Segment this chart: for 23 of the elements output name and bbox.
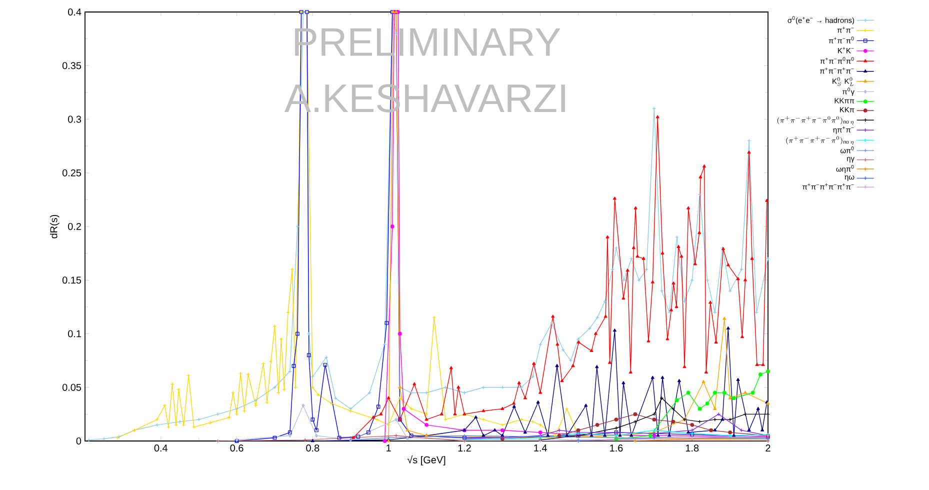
y-tick-label: 0.4 [68, 8, 82, 16]
x-tick-label: 1.8 [686, 444, 699, 452]
y-tick-label: 0.25 [62, 169, 82, 176]
x-tick-label: 1 [386, 444, 391, 452]
x-tick-label: 0.6 [230, 444, 244, 452]
y-tick-label: 0.15 [62, 276, 82, 284]
x-tick-label: 2 [766, 444, 770, 452]
x-tick-label: 0.4 [154, 444, 168, 452]
y-tick-label: 0.2 [68, 222, 81, 230]
x-axis-title: √s [GeV] [407, 455, 446, 466]
legend-label: $(\pi^{+}\pi^{-}\pi^{+}\pi^{-}\pi^{0}\pi^{0})_{\mathrm{no}\,\eta}$ [777, 116, 854, 125]
x-tick-label: 1.2 [458, 444, 471, 452]
x-tick-label: 1.6 [610, 444, 623, 452]
x-tick-label: 1.4 [534, 444, 547, 452]
y-tick-label: 0.35 [62, 62, 82, 70]
legend-label: $\mathrm{K}^{0}_{S}\;\mathrm{K}^{0}_{L}$ [832, 77, 854, 86]
y-tick-label: 0.1 [68, 330, 81, 338]
x-tick-label: 0.8 [306, 444, 320, 452]
y-tick-label: 0 [76, 437, 82, 445]
y-tick-label: 0.3 [68, 116, 82, 123]
y-axis-title: dR(s) [50, 214, 60, 238]
y-tick-label: 0.05 [62, 384, 82, 391]
legend-label: $(\pi^{+}\pi^{-}\pi^{+}\pi^{-}\pi^{0})_{\mathrm{no}\,\eta}$ [786, 136, 854, 145]
